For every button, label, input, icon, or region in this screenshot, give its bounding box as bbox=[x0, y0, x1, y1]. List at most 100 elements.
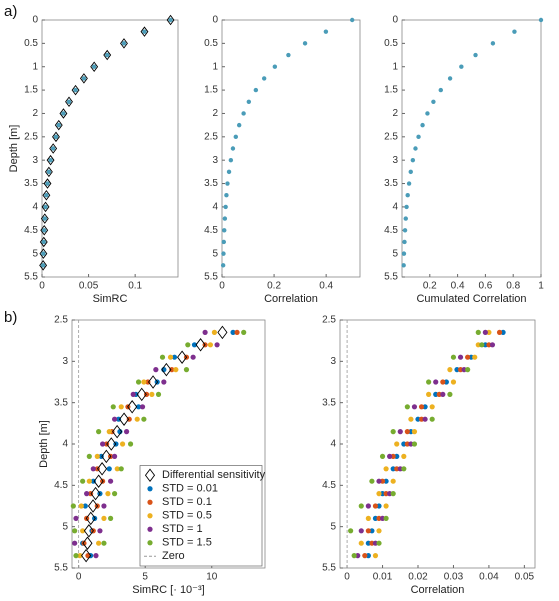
dot-marker bbox=[53, 134, 59, 140]
diamond-marker bbox=[106, 437, 117, 451]
dot-marker bbox=[401, 251, 407, 256]
dot-marker bbox=[214, 342, 220, 348]
dot-marker bbox=[130, 391, 136, 397]
dot-marker bbox=[408, 416, 414, 422]
dot-marker bbox=[45, 181, 50, 186]
dot-marker bbox=[369, 478, 375, 484]
diamond-marker bbox=[90, 486, 101, 501]
dot-marker bbox=[358, 528, 364, 534]
dot-marker bbox=[440, 391, 446, 397]
y-tick-label: 5.5 bbox=[24, 272, 38, 283]
y-tick-label: 4 bbox=[212, 202, 218, 213]
y-tick-label: 5 bbox=[212, 248, 218, 259]
x-tick-label: 0.03 bbox=[444, 572, 464, 583]
panel-label: b) bbox=[4, 309, 17, 326]
dot-marker bbox=[440, 379, 446, 385]
dot-marker bbox=[403, 216, 408, 221]
dot-marker bbox=[91, 64, 97, 69]
dot-marker bbox=[376, 540, 382, 546]
dot-marker bbox=[108, 478, 114, 484]
x-tick-label: 10 bbox=[206, 572, 218, 583]
x-tick-label: 0 bbox=[39, 281, 45, 292]
dot-marker bbox=[92, 515, 98, 522]
dot-marker bbox=[101, 503, 107, 509]
dot-marker bbox=[365, 503, 371, 509]
x-tick-label: 0.6 bbox=[478, 281, 492, 292]
dot-marker bbox=[406, 181, 412, 186]
x-axis-label: Correlation bbox=[264, 293, 318, 305]
dot-marker bbox=[459, 64, 464, 69]
x-tick-label: 0 bbox=[344, 572, 350, 583]
legend-label: STD = 1 bbox=[162, 523, 203, 535]
dot-marker bbox=[390, 491, 396, 497]
dot-marker bbox=[302, 41, 308, 46]
diamond-marker bbox=[101, 449, 112, 464]
dot-marker bbox=[147, 486, 153, 492]
y-tick-label: 0.5 bbox=[384, 38, 398, 49]
dot-marker bbox=[397, 429, 403, 435]
dot-marker bbox=[169, 367, 175, 373]
diamond-marker bbox=[59, 108, 68, 119]
dot-marker bbox=[115, 416, 122, 422]
diamond-marker bbox=[40, 213, 49, 224]
y-tick-label: 2 bbox=[32, 108, 38, 119]
dot-marker bbox=[426, 379, 432, 385]
dot-marker bbox=[465, 367, 471, 373]
dot-marker bbox=[84, 491, 90, 497]
dot-marker bbox=[401, 453, 407, 459]
y-tick-label: 5 bbox=[32, 248, 38, 259]
dot-marker bbox=[390, 478, 396, 484]
dot-marker bbox=[147, 526, 153, 532]
dot-marker bbox=[155, 391, 162, 397]
legend-label: STD = 1.5 bbox=[162, 537, 212, 549]
dot-marker bbox=[220, 263, 226, 268]
diamond-marker bbox=[103, 49, 112, 61]
dot-marker bbox=[226, 169, 232, 175]
dot-marker bbox=[147, 499, 153, 505]
dot-marker bbox=[161, 379, 167, 385]
dot-marker bbox=[93, 553, 99, 559]
y-tick-label: 2.5 bbox=[24, 131, 38, 142]
y-tick-label: 2 bbox=[392, 108, 398, 119]
y-tick-label: 4.5 bbox=[204, 225, 218, 236]
diamond-marker bbox=[127, 400, 138, 414]
dot-marker bbox=[207, 342, 214, 348]
dot-marker bbox=[72, 540, 78, 546]
dot-marker bbox=[221, 239, 226, 245]
dot-marker bbox=[135, 404, 142, 410]
y-tick-label: 5.5 bbox=[322, 563, 336, 574]
dot-marker bbox=[222, 228, 227, 233]
dot-marker bbox=[447, 391, 453, 397]
dot-marker bbox=[376, 478, 382, 484]
dot-marker bbox=[411, 441, 418, 447]
dot-marker bbox=[420, 122, 425, 128]
dot-marker bbox=[50, 146, 56, 151]
y-tick-label: 4 bbox=[392, 202, 398, 213]
dot-marker bbox=[105, 52, 110, 58]
dot-marker bbox=[402, 239, 407, 245]
dot-marker bbox=[61, 111, 66, 116]
dot-marker bbox=[450, 379, 457, 385]
diamond-marker bbox=[42, 189, 51, 201]
dot-marker bbox=[387, 453, 393, 459]
dot-marker bbox=[127, 441, 134, 447]
dot-marker bbox=[261, 76, 267, 81]
dot-marker bbox=[147, 513, 153, 519]
dot-marker bbox=[101, 515, 107, 522]
dot-marker bbox=[77, 553, 83, 559]
x-tick-label: 0 bbox=[76, 572, 82, 583]
dot-marker bbox=[410, 157, 416, 163]
y-tick-label: 4.5 bbox=[54, 480, 68, 491]
dot-marker bbox=[422, 416, 428, 422]
y-tick-label: 4.5 bbox=[24, 225, 38, 236]
plot-frame bbox=[401, 19, 542, 278]
dot-marker bbox=[44, 193, 49, 198]
diamond-marker bbox=[44, 166, 53, 178]
dot-marker bbox=[383, 466, 389, 472]
dot-marker bbox=[119, 441, 126, 447]
x-tick-label: 0.02 bbox=[408, 572, 428, 583]
dot-marker bbox=[96, 429, 102, 435]
dot-marker bbox=[141, 416, 147, 422]
dot-marker bbox=[43, 204, 48, 210]
dot-marker bbox=[472, 354, 478, 360]
